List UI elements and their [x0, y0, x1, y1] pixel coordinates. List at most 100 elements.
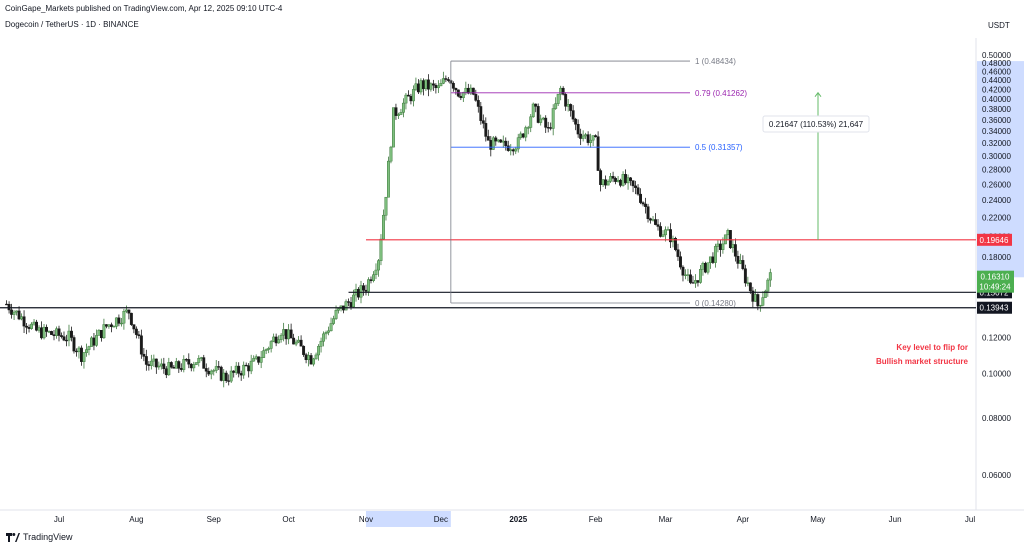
candle-body — [604, 179, 608, 186]
candle-body — [444, 78, 448, 80]
candle-body — [656, 224, 660, 227]
candle-body — [379, 238, 383, 261]
candle-body — [664, 229, 667, 236]
y-tick-label: 0.22000 — [982, 213, 1011, 222]
y-tick-label: 0.50000 — [982, 51, 1011, 60]
candle-body — [586, 134, 590, 143]
candle-body — [641, 202, 645, 205]
candle-body — [387, 160, 390, 198]
candle-body — [394, 107, 398, 116]
y-tick-label: 0.42000 — [982, 85, 1011, 94]
current-price-text: 0.16310 — [981, 273, 1010, 282]
candle-body — [222, 372, 226, 381]
candle-body — [247, 365, 251, 372]
candle-body — [132, 324, 136, 330]
candle-body — [219, 366, 223, 381]
candle-body — [332, 318, 335, 324]
candle-body — [104, 324, 108, 327]
candle-body — [756, 294, 760, 307]
candle-body — [524, 127, 528, 138]
candle-body — [92, 337, 96, 346]
candle-body — [177, 361, 181, 369]
candle-body — [741, 260, 745, 269]
candle-body — [676, 249, 680, 257]
candle-body — [436, 85, 440, 89]
candle-body — [307, 355, 311, 360]
bullish-structure-note: Bullish market structure — [876, 357, 969, 366]
candle-body — [679, 256, 682, 268]
candle-body — [309, 355, 313, 365]
candle-body — [401, 102, 405, 113]
candle-body — [766, 279, 770, 292]
candle-body — [109, 324, 113, 327]
candle-body — [531, 103, 535, 118]
measure-arrow-icon — [814, 91, 822, 97]
candle-body — [134, 328, 138, 335]
candle-body — [352, 294, 355, 308]
y-tick-label: 0.18000 — [982, 253, 1011, 262]
candle-body — [594, 135, 598, 137]
candle-body — [549, 127, 553, 129]
candle-body — [446, 79, 450, 81]
y-tick-label: 0.24000 — [982, 196, 1011, 205]
candle-body — [404, 94, 408, 104]
candle-body — [619, 179, 623, 186]
y-tick-label: 0.34000 — [982, 127, 1011, 136]
candle-body — [509, 149, 513, 151]
candle-body — [649, 218, 652, 221]
candle-body — [259, 357, 263, 363]
candle-body — [119, 322, 123, 325]
candle-body — [189, 363, 193, 369]
candle-body — [317, 346, 321, 356]
candle-body — [27, 327, 31, 329]
candle-body — [454, 88, 458, 91]
candle-body — [234, 365, 238, 373]
candle-body — [414, 83, 418, 90]
symbol-title[interactable]: Dogecoin / TetherUS · 1D · BINANCE — [5, 20, 139, 29]
candle-body — [728, 230, 732, 249]
candle-body — [244, 364, 248, 367]
candle-body — [202, 357, 206, 369]
candle-body — [199, 357, 203, 359]
candle-body — [144, 356, 148, 365]
fib-label: 1 (0.48434) — [695, 57, 736, 66]
candle-body — [691, 282, 695, 284]
candle-body — [474, 94, 478, 101]
candle-body — [611, 176, 615, 179]
candle-body — [364, 289, 368, 292]
tradingview-footer[interactable]: TradingView — [6, 532, 73, 542]
candle-body — [626, 177, 630, 184]
candle-body — [262, 350, 266, 358]
candle-body — [324, 332, 328, 335]
time-range-highlight — [365, 511, 451, 527]
candle-body — [546, 127, 550, 129]
candle-body — [416, 83, 420, 93]
candle-body — [758, 305, 762, 307]
y-tick-label: 0.48000 — [982, 59, 1011, 68]
candle-body — [621, 174, 625, 186]
candle-body — [554, 103, 558, 109]
candle-body — [97, 329, 101, 336]
candle-body — [169, 362, 173, 368]
candle-body — [659, 226, 662, 237]
candle-body — [464, 87, 468, 93]
candle-body — [459, 95, 463, 99]
time-axis: Jul Aug Sep Oct Nov Dec 2025 Feb Mar Apr May Jun Jul — [54, 515, 975, 524]
candle-body — [601, 179, 605, 185]
candle-body — [237, 365, 241, 374]
candle-body — [347, 301, 350, 303]
candle-body — [721, 243, 725, 250]
level-price-text: 0.13943 — [980, 304, 1009, 313]
candle-body — [606, 181, 610, 186]
candle-body — [344, 301, 348, 311]
candle-body — [99, 329, 103, 339]
candle-body — [269, 341, 273, 349]
candle-body — [322, 333, 326, 342]
candle-body — [681, 266, 685, 276]
candle-body — [129, 312, 133, 325]
candle-body — [579, 133, 583, 139]
candle-body — [661, 234, 665, 237]
candle-body — [566, 104, 570, 107]
candle-body — [214, 366, 218, 371]
